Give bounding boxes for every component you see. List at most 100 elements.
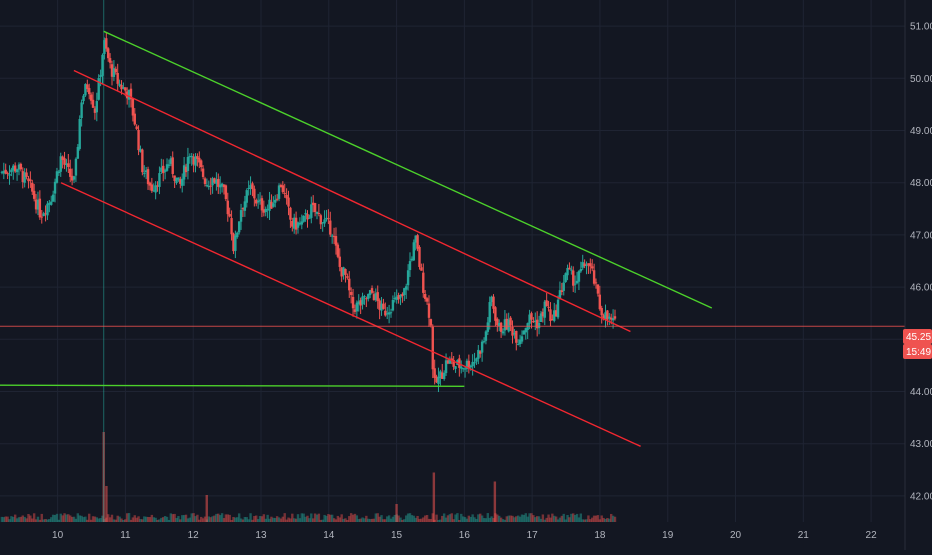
volume-bar	[17, 517, 21, 522]
volume-spike	[493, 481, 497, 522]
volume-bar	[89, 519, 93, 522]
candle-body	[479, 351, 482, 354]
volume-bar	[551, 513, 554, 522]
candle-body	[156, 185, 159, 187]
volume-bar	[95, 517, 99, 522]
channel-upper-line[interactable]	[73, 69, 631, 333]
volume-bar	[518, 516, 522, 522]
volume-bar	[135, 517, 138, 522]
volume-bar	[50, 517, 53, 522]
support-horizontal-line[interactable]	[0, 384, 465, 387]
candle-body	[74, 158, 78, 176]
volume-bar	[338, 517, 341, 522]
channel-lower-line[interactable]	[60, 182, 641, 447]
volume-bar	[334, 519, 338, 522]
candle-body	[348, 278, 351, 291]
volume-bar	[19, 516, 23, 522]
volume-bar	[435, 514, 438, 522]
volume-bar	[300, 513, 304, 522]
volume-bar	[545, 517, 548, 522]
volume-bar	[304, 516, 307, 522]
volume-bar	[165, 516, 169, 522]
candle-body	[32, 190, 36, 199]
candle-body	[528, 314, 531, 324]
volume-bar	[112, 519, 116, 522]
candle-body	[19, 163, 23, 170]
volume-bar	[499, 517, 503, 522]
volume-bar	[613, 516, 617, 522]
volume-bar	[367, 518, 370, 522]
candle-body	[395, 296, 398, 300]
time-axis[interactable]: 10 11 12 13 14 15 16 17 18 19 20 21 22	[52, 530, 877, 541]
volume-bar	[600, 515, 603, 522]
volume-bar	[53, 514, 57, 522]
candle-body	[31, 182, 34, 192]
volume-bar	[602, 517, 605, 522]
candle-body	[8, 174, 11, 176]
volume-bar	[133, 515, 136, 522]
candle-body	[549, 309, 552, 321]
candle-body	[513, 332, 516, 335]
candle-body	[108, 58, 112, 63]
candle-body	[29, 179, 32, 181]
candle-body	[171, 157, 174, 174]
candle-body	[543, 301, 546, 318]
candle-body	[355, 302, 359, 312]
volume-bar	[272, 517, 275, 522]
candle-body	[279, 184, 283, 188]
volume-bar	[262, 514, 266, 522]
candle-body	[334, 236, 338, 246]
candle-body	[378, 300, 381, 310]
volume-bar	[256, 519, 260, 522]
volume-bar	[200, 516, 203, 522]
volume-bar	[27, 513, 30, 522]
volume-bar	[171, 514, 174, 522]
volume-bar	[203, 516, 207, 522]
volume-bar	[397, 515, 400, 522]
candle-body	[573, 283, 577, 285]
resistance-upper-line[interactable]	[103, 30, 713, 309]
volume-bar	[74, 518, 78, 522]
candle-body	[255, 199, 258, 204]
volume-bar	[387, 515, 391, 522]
volume-bar	[120, 518, 123, 522]
candle-body	[509, 317, 512, 326]
candle-body	[129, 88, 133, 99]
candle-body	[401, 293, 404, 297]
candle-body	[89, 94, 93, 101]
candle-body	[558, 290, 562, 300]
volume-bar	[129, 519, 133, 522]
volume-bar	[298, 518, 302, 522]
volume-bar	[560, 515, 564, 522]
volume-bar	[156, 519, 159, 522]
candle-body	[253, 188, 256, 199]
candle-body	[439, 371, 442, 379]
volume-bar	[144, 516, 148, 522]
candle-body	[444, 360, 448, 374]
volume-bar	[488, 517, 491, 522]
candle-body	[209, 185, 212, 187]
candle-body	[205, 184, 209, 186]
volume-layer	[0, 0, 617, 522]
volume-bar	[249, 513, 252, 522]
volume-bar	[293, 518, 296, 522]
volume-bar	[97, 518, 100, 522]
volume-bar	[344, 518, 347, 522]
candle-body	[249, 185, 252, 189]
volume-bar	[537, 516, 541, 522]
candle-body	[387, 312, 391, 315]
time-tick-label: 21	[798, 530, 810, 541]
trendline-layer	[0, 30, 905, 447]
candle-body	[84, 84, 87, 96]
volume-bar	[450, 513, 453, 522]
candle-body	[404, 286, 408, 290]
volume-bar	[501, 519, 505, 522]
candle-body	[541, 311, 545, 317]
candle-body	[391, 299, 395, 311]
volume-bar	[188, 517, 192, 522]
candle-body	[127, 89, 131, 100]
candle-body	[167, 164, 171, 166]
candle-body	[21, 171, 24, 183]
candle-body	[327, 218, 330, 220]
